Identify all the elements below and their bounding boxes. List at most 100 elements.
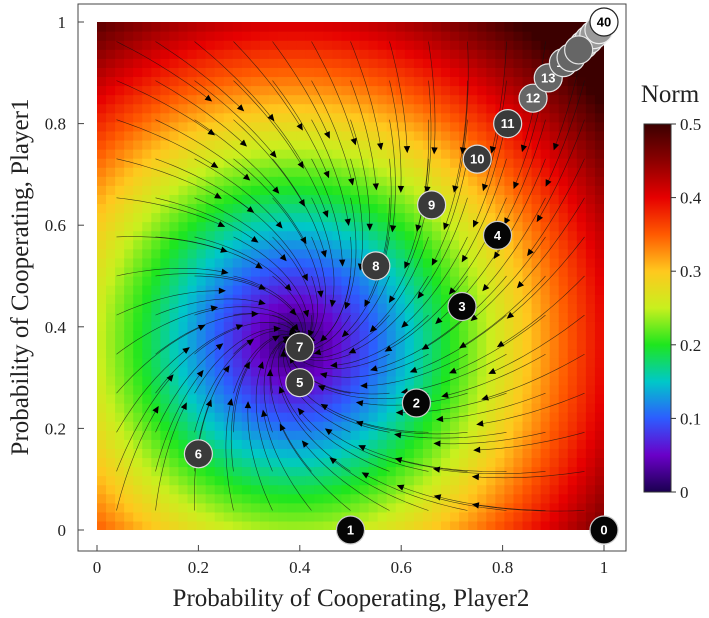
heatmap-cell [594,248,604,259]
heatmap-cell [504,194,515,205]
heatmap-cell [522,375,533,386]
heatmap-cell [513,339,524,350]
heatmap-cell [169,484,180,495]
heatmap-cell [431,76,442,87]
heatmap-cell [350,294,361,304]
heatmap-cell [97,511,107,522]
heatmap-cell [395,421,406,431]
heatmap-cell [178,375,189,386]
heatmap-cell [585,285,596,295]
arrowhead [489,146,497,154]
heatmap-cell [522,121,533,132]
heatmap-cell [133,49,143,59]
heatmap-cell [567,475,578,486]
heatmap-cell [196,339,207,350]
heatmap-cell [513,139,524,150]
heatmap-cell [223,22,234,32]
heatmap-cell [341,76,352,87]
heatmap-cell [450,203,460,214]
trajectory-label: 9 [428,197,435,212]
streamline [361,446,468,472]
heatmap-cell [341,121,352,132]
heatmap-cell [214,520,225,530]
heatmap-cell [395,330,406,341]
arrowhead [435,317,443,325]
heatmap-cell [567,121,578,132]
heatmap-cell [404,294,415,304]
heatmap-cell [549,167,560,177]
heatmap-cell [422,31,433,41]
streamline [476,432,585,451]
heatmap-cell [323,339,333,350]
heatmap-cell [214,466,225,477]
heatmap-cell [459,330,469,341]
heatmap-cell [296,520,306,530]
heatmap-cell [350,158,361,168]
heatmap-cell [359,67,370,78]
heatmap-cell [567,85,578,96]
heatmap-cell [214,248,225,259]
heatmap-cell [386,185,397,195]
heatmap-cell [160,466,171,477]
heatmap-cell [124,121,134,132]
heatmap-cell [305,502,315,513]
heatmap-cell [278,457,288,468]
heatmap-cell [142,158,152,168]
heatmap-cell [115,76,125,87]
heatmap-cell [431,266,442,277]
heatmap-cell [404,285,415,295]
arrowhead [220,246,228,253]
heatmap-cell [486,312,496,322]
heatmap-cell [531,348,542,359]
heatmap-cell [341,257,352,268]
heatmap-cell [314,421,324,431]
heatmap-cell [142,203,152,214]
heatmap-cell [450,176,460,186]
heatmap-cell [232,266,243,277]
heatmap-cell [97,339,107,350]
heatmap-cell [142,412,152,422]
heatmap-cell [341,312,352,322]
heatmap-cell [549,348,560,359]
heatmap-cell [196,285,207,295]
heatmap-cell [133,139,143,150]
heatmap-cell [259,348,270,359]
heatmap-cell [124,466,134,477]
heatmap-cell [441,339,451,350]
heatmap-cell [377,276,388,286]
heatmap-cell [504,58,515,68]
trajectory-label: 0 [600,523,607,538]
heatmap-cell [332,393,343,404]
heatmap-cell [386,493,397,504]
heatmap-cell [594,375,604,386]
heatmap-cell [250,484,261,495]
heatmap-cell [115,303,125,313]
heatmap-cell [160,502,171,513]
heatmap-cell [341,357,352,368]
heatmap-cell [241,357,252,368]
heatmap-cell [594,312,604,322]
heatmap-cell [576,393,587,404]
heatmap-cell [531,149,542,159]
heatmap-cell [567,22,578,32]
heatmap-cell [259,430,270,440]
heatmap-cell [160,239,171,250]
heatmap-cell [540,230,551,241]
heatmap-cell [223,130,234,141]
heatmap-cell [341,384,352,395]
heatmap-cell [386,248,397,259]
heatmap-cell [386,403,397,413]
heatmap-cell [441,67,451,78]
heatmap-cell [142,348,152,359]
heatmap-cell [97,421,107,431]
arrowhead [197,324,206,331]
heatmap-cell [404,248,415,259]
heatmap-cell [368,412,379,422]
heatmap-cell [250,493,261,504]
heatmap-cell [558,357,569,368]
streamline [365,197,390,305]
heatmap-cell [395,412,406,422]
heatmap-cell [549,176,560,186]
heatmap-cell [350,502,361,513]
heatmap-cell [259,176,270,186]
